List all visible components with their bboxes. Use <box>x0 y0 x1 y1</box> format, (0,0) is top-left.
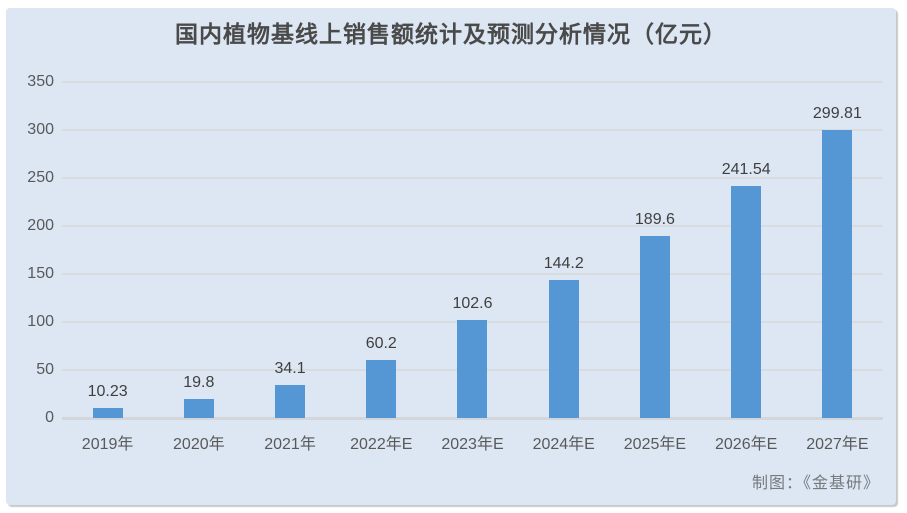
chart-panel: 国内植物基线上销售额统计及预测分析情况（亿元） 0 50 100 150 200 250 3… <box>6 8 896 505</box>
gridline <box>62 129 883 131</box>
x-tick-label: 2026年E <box>715 436 778 453</box>
y-tick-label: 100 <box>27 313 54 330</box>
bar <box>275 385 306 418</box>
bar-value-label: 102.6 <box>452 294 493 312</box>
bar-slot: 34.1 <box>244 82 335 418</box>
bar-value-label: 144.2 <box>543 254 584 272</box>
bar-value-label: 34.1 <box>274 360 306 378</box>
bar <box>457 319 488 418</box>
x-tick-label: 2021年 <box>264 436 316 453</box>
bar-value-label: 19.8 <box>183 374 215 391</box>
x-tick-label: 2019年 <box>81 436 134 453</box>
bar-slot: 299.81 <box>792 82 883 418</box>
y-tick-label: 250 <box>27 169 54 186</box>
y-tick-label: 200 <box>27 217 54 234</box>
bar-slot: 19.8 <box>153 82 244 418</box>
gridline <box>62 81 883 83</box>
y-tick-label: 150 <box>27 265 54 282</box>
bar <box>639 235 670 418</box>
bar <box>731 186 762 418</box>
gridline <box>62 177 883 179</box>
x-tick-label: 2025年E <box>623 436 687 453</box>
bar <box>92 408 123 418</box>
bar-slot: 102.6 <box>427 82 518 418</box>
credit-text: 制图：《金基研》 <box>751 475 880 492</box>
bar-slot: 189.6 <box>609 82 700 418</box>
x-tick-label: 2022年E <box>350 436 413 453</box>
y-tick-label: 300 <box>27 121 54 138</box>
bar <box>183 399 214 418</box>
bar-value-label: 241.54 <box>721 161 771 179</box>
y-tick-label: 50 <box>36 361 54 378</box>
bar-slot: 144.2 <box>518 82 609 418</box>
plot-area: 10.23 19.8 34.1 60.2 102.6 144.2 189.6 241.54 29… <box>62 81 883 420</box>
bar-value-label: 10.23 <box>87 383 128 401</box>
bar-slot: 10.23 <box>62 82 153 418</box>
bar <box>822 130 853 418</box>
x-tick-label: 2023年E <box>441 436 504 453</box>
bar-slot: 60.2 <box>336 82 427 418</box>
bar-value-label: 60.2 <box>365 335 397 353</box>
bar <box>548 279 579 418</box>
x-axis: 2019年 2020年 2021年 2022年E 2023年E 2024年E 2025年E 2… <box>62 430 883 454</box>
x-axis-baseline <box>62 416 883 420</box>
y-tick-label: 350 <box>27 73 54 90</box>
bar-value-label: 299.81 <box>812 105 862 123</box>
x-tick-label: 2024年E <box>532 436 595 453</box>
y-axis: 0 50 100 150 200 250 300 350 <box>6 8 54 505</box>
x-tick-label: 2027年E <box>806 436 869 453</box>
y-tick-label: 0 <box>45 409 54 426</box>
gridline <box>62 225 883 227</box>
chart-title: 国内植物基线上销售额统计及预测分析情况（亿元） <box>175 21 727 47</box>
bar-value-label: 189.6 <box>634 210 675 228</box>
bar <box>366 360 397 418</box>
x-tick-label: 2020年 <box>173 436 225 453</box>
gridline <box>62 273 883 275</box>
bar-slot: 241.54 <box>701 82 792 418</box>
